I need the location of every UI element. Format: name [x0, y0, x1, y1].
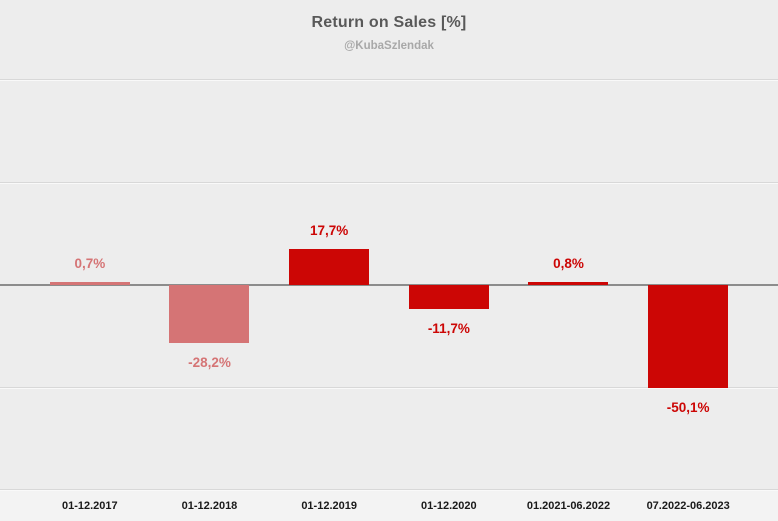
- bar-column: 17,7%: [269, 0, 389, 490]
- bar: [648, 285, 729, 388]
- bar-column: -50,1%: [628, 0, 748, 490]
- gridline: [0, 79, 778, 81]
- bar-column: 0,8%: [509, 0, 629, 490]
- bar: [408, 285, 489, 309]
- bar: [49, 282, 130, 285]
- bar-column: -11,7%: [389, 0, 509, 490]
- gridline: [0, 386, 778, 389]
- gridline: [0, 489, 778, 491]
- bar-value-label: -50,1%: [666, 399, 710, 415]
- plot-area: 0,7% -28,2% 17,7% -11,7% 0,8% -50,1%: [0, 0, 778, 491]
- x-axis-label: 01-12.2018: [181, 500, 238, 512]
- bar-value-label: 0,8%: [553, 256, 584, 271]
- x-axis-label: 07.2022-06.2023: [646, 500, 730, 512]
- x-axis: 01-12.2017 01-12.2018 01-12.2019 01-12.2020…: [0, 491, 778, 521]
- bar: [528, 282, 609, 285]
- x-axis-label: 01.2021-06.2022: [526, 500, 611, 512]
- x-axis-label: 01-12.2017: [61, 500, 118, 512]
- bar-value-label: 17,7%: [310, 222, 349, 238]
- gridline: [0, 181, 778, 184]
- bar: [289, 248, 370, 285]
- bar-value-label: -11,7%: [427, 320, 470, 336]
- x-axis-label: 01-12.2020: [420, 500, 477, 512]
- bar: [169, 285, 250, 343]
- zero-axis-line: [0, 284, 778, 286]
- chart-title: Return on Sales [%]: [311, 14, 467, 31]
- bar-column: -28,2%: [150, 0, 270, 490]
- bar-value-label: -28,2%: [188, 354, 231, 370]
- bar-value-label: 0,7%: [74, 256, 106, 271]
- bar-column: 0,7%: [30, 0, 150, 490]
- x-axis-label: 01-12.2019: [301, 500, 357, 512]
- chart-subtitle: @KubaSzlendak: [344, 40, 434, 52]
